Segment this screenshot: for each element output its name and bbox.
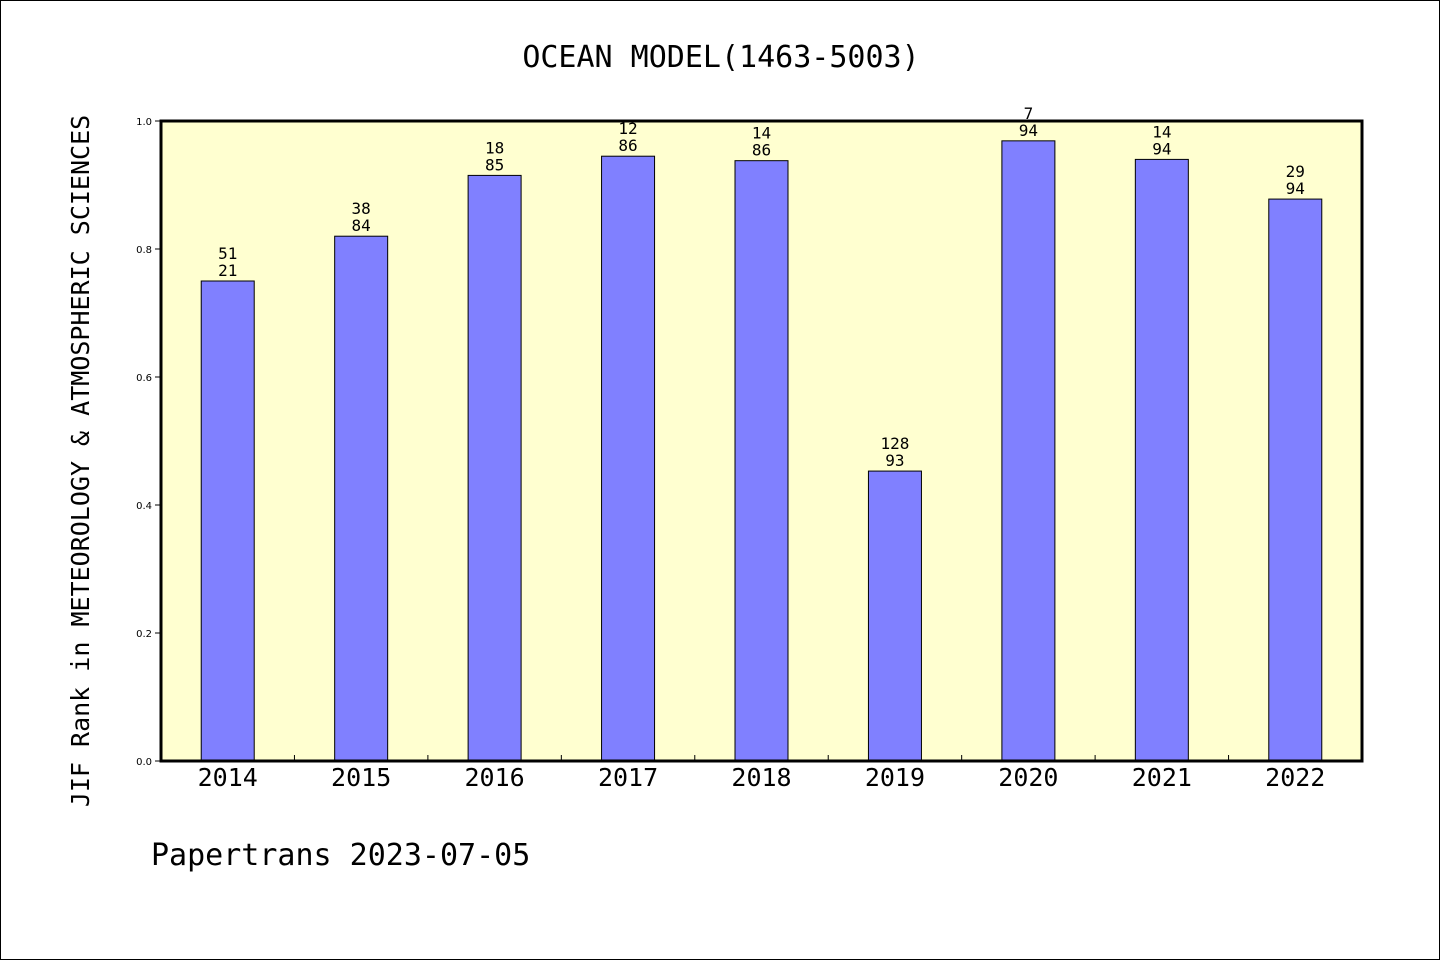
x-tick-label-2022: 2022 <box>1265 763 1325 792</box>
rank-label-2015: 38 <box>352 199 371 218</box>
total-label-2021: 94 <box>1152 139 1171 158</box>
total-label-2016: 85 <box>485 155 504 174</box>
bar-2022 <box>1268 198 1323 762</box>
total-label-2018: 86 <box>752 141 771 160</box>
x-tick-label-2015: 2015 <box>331 763 391 792</box>
rank-label-2014: 51 <box>218 244 237 263</box>
x-tick-label-2021: 2021 <box>1132 763 1192 792</box>
rank-label-2021: 14 <box>1152 122 1171 141</box>
y-tick-label: 0.4 <box>136 501 152 512</box>
x-tick-label-2019: 2019 <box>865 763 925 792</box>
bar-group <box>200 140 1323 762</box>
bar-2014 <box>200 280 255 762</box>
total-label-2022: 94 <box>1286 179 1305 198</box>
total-label-2020: 94 <box>1019 121 1038 140</box>
bar-2021 <box>1134 158 1189 762</box>
y-tick-label: 0.2 <box>136 629 152 640</box>
bar-2020 <box>1001 140 1056 762</box>
x-axis-ticks: 2014 2015 2016 2017 2018 2019 2020 2021 2022 <box>198 755 1325 792</box>
rank-label-2018: 14 <box>752 124 771 143</box>
total-label-2019: 93 <box>885 451 904 470</box>
y-axis-label: JIF Rank in METEOROLOGY & ATMOSPHERIC SC… <box>66 115 95 807</box>
bar-2018 <box>734 160 789 762</box>
x-tick-label-2017: 2017 <box>598 763 658 792</box>
rank-label-2020: 7 <box>1024 104 1034 123</box>
y-tick-label: 0.8 <box>136 245 152 256</box>
y-axis-ticks: 0.0 0.2 0.4 0.6 0.8 1.0 <box>136 117 161 768</box>
total-label-2017: 86 <box>618 136 637 155</box>
plot-border <box>159 119 1364 763</box>
rank-label-2022: 29 <box>1286 162 1305 181</box>
bar-2016 <box>467 174 522 762</box>
total-label-2014: 21 <box>218 261 237 280</box>
bar-2017 <box>601 155 656 762</box>
rank-label-2016: 18 <box>485 138 504 157</box>
y-tick-label: 0.0 <box>136 757 152 768</box>
total-label-2015: 84 <box>352 216 371 235</box>
x-tick-label-2014: 2014 <box>198 763 258 792</box>
y-tick-label: 0.6 <box>136 373 152 384</box>
x-tick-label-2018: 2018 <box>731 763 791 792</box>
x-tick-label-2020: 2020 <box>998 763 1058 792</box>
bar-2015 <box>334 235 389 762</box>
rank-label-2019: 128 <box>880 434 909 453</box>
bar-2019 <box>867 470 922 762</box>
chart-title: OCEAN MODEL(1463-5003) <box>522 40 919 75</box>
x-tick-label-2016: 2016 <box>465 763 525 792</box>
footer-text: Papertrans 2023-07-05 <box>151 838 530 873</box>
y-tick-label: 1.0 <box>136 117 152 128</box>
rank-label-2017: 12 <box>618 119 637 138</box>
